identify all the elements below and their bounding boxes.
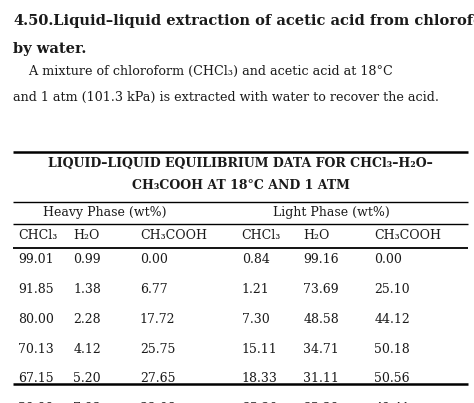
Text: 0.84: 0.84	[242, 253, 270, 266]
Text: 15.11: 15.11	[242, 343, 277, 355]
Text: 4.50.: 4.50.	[13, 14, 54, 28]
Text: 32.08: 32.08	[140, 402, 175, 403]
Text: 0.99: 0.99	[73, 253, 101, 266]
Text: 49.41: 49.41	[374, 402, 410, 403]
Text: 70.13: 70.13	[18, 343, 54, 355]
Text: LIQUID–LIQUID EQUILIBRIUM DATA FOR CHCl₃–H₂O–: LIQUID–LIQUID EQUILIBRIUM DATA FOR CHCl₃…	[48, 157, 433, 170]
Text: A mixture of chloroform (CHCl₃) and acetic acid at 18°C: A mixture of chloroform (CHCl₃) and acet…	[13, 64, 393, 77]
Text: H₂O: H₂O	[303, 229, 330, 242]
Text: 4.12: 4.12	[73, 343, 101, 355]
Text: 0.00: 0.00	[140, 253, 168, 266]
Text: CH₃COOH AT 18°C AND 1 ATM: CH₃COOH AT 18°C AND 1 ATM	[132, 179, 350, 192]
Text: 25.10: 25.10	[374, 283, 410, 296]
Text: 7.93: 7.93	[73, 402, 101, 403]
Text: 6.77: 6.77	[140, 283, 167, 296]
Text: CHCl₃: CHCl₃	[18, 229, 57, 242]
Text: 44.12: 44.12	[374, 313, 410, 326]
Text: 50.18: 50.18	[374, 343, 410, 355]
Text: 1.21: 1.21	[242, 283, 270, 296]
Text: CH₃COOH: CH₃COOH	[140, 229, 207, 242]
Text: by water.: by water.	[13, 42, 87, 56]
Text: 48.58: 48.58	[303, 313, 339, 326]
Text: and 1 atm (101.3 kPa) is extracted with water to recover the acid.: and 1 atm (101.3 kPa) is extracted with …	[13, 91, 439, 104]
Text: 73.69: 73.69	[303, 283, 339, 296]
Text: 5.20: 5.20	[73, 372, 101, 385]
Text: 67.15: 67.15	[18, 372, 54, 385]
Text: 25.39: 25.39	[303, 402, 339, 403]
Text: CHCl₃: CHCl₃	[242, 229, 281, 242]
Text: 2.28: 2.28	[73, 313, 101, 326]
Text: Liquid–liquid extraction of acetic acid from chloroform: Liquid–liquid extraction of acetic acid …	[43, 14, 474, 28]
Text: 7.30: 7.30	[242, 313, 270, 326]
Text: 25.20: 25.20	[242, 402, 277, 403]
Text: 59.99: 59.99	[18, 402, 54, 403]
Text: 1.38: 1.38	[73, 283, 101, 296]
Text: 80.00: 80.00	[18, 313, 54, 326]
Text: 91.85: 91.85	[18, 283, 54, 296]
Text: 17.72: 17.72	[140, 313, 175, 326]
Text: CH₃COOH: CH₃COOH	[374, 229, 441, 242]
Text: 0.00: 0.00	[374, 253, 402, 266]
Text: 34.71: 34.71	[303, 343, 339, 355]
Text: 99.16: 99.16	[303, 253, 339, 266]
Text: 99.01: 99.01	[18, 253, 54, 266]
Text: 18.33: 18.33	[242, 372, 278, 385]
Text: H₂O: H₂O	[73, 229, 100, 242]
Text: 50.56: 50.56	[374, 372, 410, 385]
Text: Heavy Phase (wt%): Heavy Phase (wt%)	[43, 206, 167, 219]
Text: Light Phase (wt%): Light Phase (wt%)	[273, 206, 390, 219]
Text: 25.75: 25.75	[140, 343, 175, 355]
Text: 31.11: 31.11	[303, 372, 339, 385]
Text: 27.65: 27.65	[140, 372, 175, 385]
